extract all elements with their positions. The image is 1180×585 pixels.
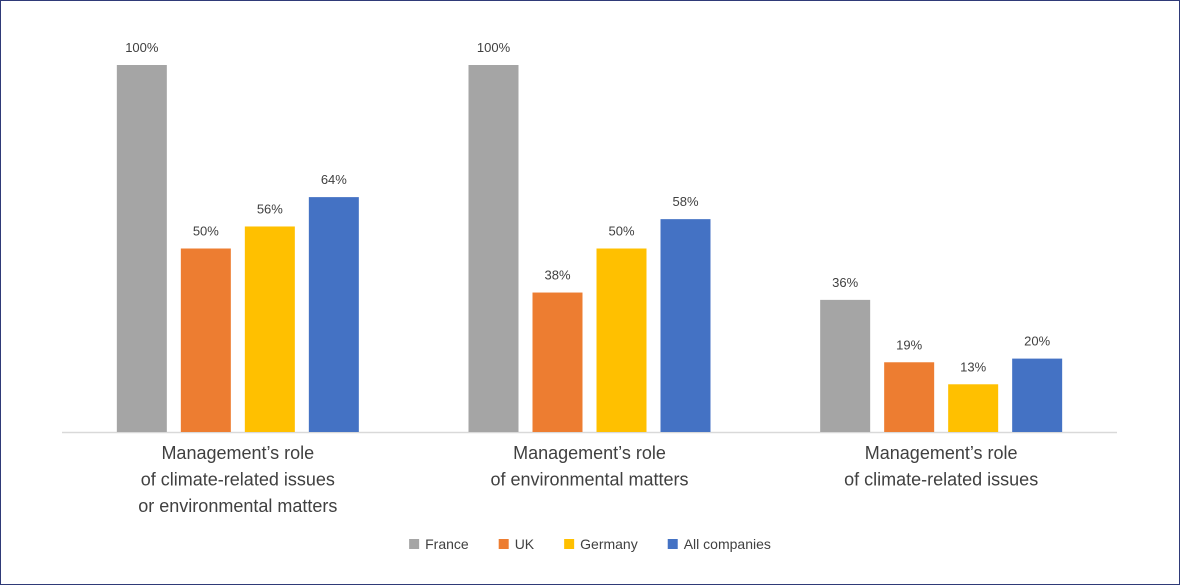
bar bbox=[180, 248, 231, 432]
value-label: 19% bbox=[896, 337, 922, 352]
bar bbox=[820, 299, 871, 432]
legend-label: UK bbox=[515, 536, 535, 552]
legend-swatch bbox=[667, 539, 678, 549]
category-label: of climate-related issues bbox=[844, 470, 1038, 490]
category-label: Management’s role bbox=[161, 443, 314, 463]
value-label: 64% bbox=[321, 172, 347, 187]
legend-swatch bbox=[564, 539, 575, 549]
bar bbox=[1012, 358, 1063, 432]
legend-label: Germany bbox=[580, 536, 638, 552]
legend-label: All companies bbox=[684, 536, 771, 552]
category-label: or environmental matters bbox=[138, 496, 337, 516]
bar bbox=[468, 65, 519, 432]
legend-label: France bbox=[425, 536, 469, 552]
value-label: 36% bbox=[832, 275, 858, 290]
legend-swatch bbox=[409, 539, 420, 549]
bar bbox=[244, 226, 295, 432]
bar bbox=[532, 292, 583, 432]
category-label: Management’s role bbox=[513, 443, 666, 463]
value-label: 50% bbox=[193, 224, 219, 239]
bar bbox=[116, 65, 167, 432]
bar bbox=[308, 197, 359, 432]
value-label: 56% bbox=[257, 201, 283, 216]
category-label: Management’s role bbox=[865, 443, 1018, 463]
bar bbox=[948, 384, 999, 432]
value-label: 20% bbox=[1024, 334, 1050, 349]
bar bbox=[596, 248, 647, 432]
value-label: 13% bbox=[960, 359, 986, 374]
legend-swatch bbox=[498, 539, 509, 549]
value-label: 50% bbox=[608, 224, 634, 239]
value-label: 58% bbox=[672, 194, 698, 209]
value-label: 100% bbox=[477, 40, 511, 55]
category-label: of climate-related issues bbox=[141, 470, 335, 490]
value-label: 38% bbox=[544, 268, 570, 283]
bar bbox=[884, 362, 935, 432]
value-label: 100% bbox=[125, 40, 159, 55]
bar bbox=[660, 219, 711, 432]
category-label: of environmental matters bbox=[490, 470, 688, 490]
